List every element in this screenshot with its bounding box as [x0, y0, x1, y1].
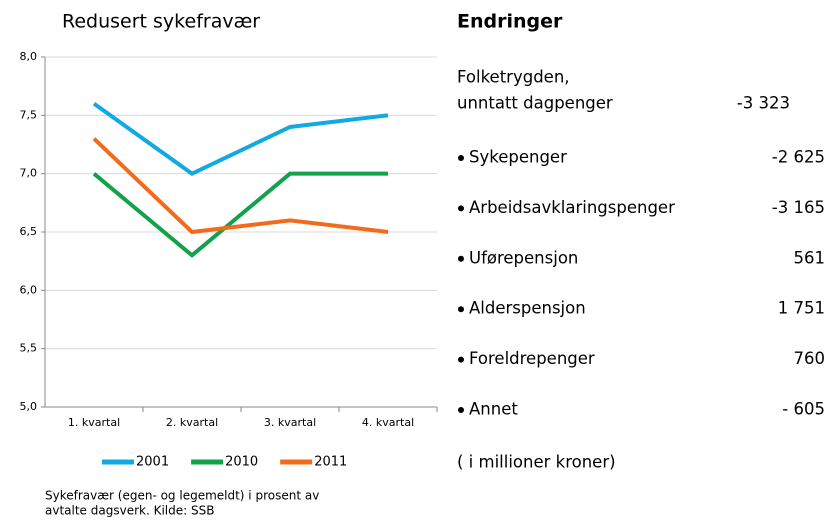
caption: avtalte dagsverk. Kilde: SSB	[45, 504, 214, 518]
item-label: Alderspensjon	[469, 299, 586, 318]
y-tick-label: 5,5	[20, 342, 38, 355]
total-label: unntatt dagpenger	[457, 94, 613, 113]
total-label: Folketrygden,	[457, 68, 570, 87]
item-value: - 605	[782, 400, 825, 419]
x-tick-label: 2. kvartal	[166, 416, 218, 429]
note: ( i millioner kroner)	[457, 453, 616, 472]
series-line	[92, 171, 388, 258]
y-tick-label: 6,0	[20, 283, 38, 296]
item-label: Sykepenger	[469, 148, 567, 167]
y-tick-label: 7,5	[20, 108, 38, 121]
item-label: Uførepensjon	[469, 248, 578, 267]
legend-label: 2010	[225, 455, 258, 470]
caption: Sykefravær (egen- og legemeldt) i prosen…	[45, 489, 319, 503]
item-value: 561	[794, 248, 826, 267]
item-label: Foreldrepenger	[469, 349, 595, 368]
x-tick-label: 1. kvartal	[68, 416, 120, 429]
bullet	[458, 205, 464, 212]
legend-label: 2001	[136, 455, 169, 470]
chart-title: Redusert sykefravær	[62, 11, 260, 33]
x-tick-label: 3. kvartal	[264, 416, 316, 429]
x-tick-label: 4. kvartal	[362, 416, 414, 429]
item-label: Annet	[469, 400, 518, 419]
series-line	[92, 137, 389, 235]
series-line	[92, 102, 389, 176]
bullet	[458, 155, 464, 161]
y-tick-label: 7,0	[20, 167, 38, 180]
bullet	[458, 356, 464, 363]
item-value: -2 625	[772, 148, 825, 167]
item-value: -3 165	[772, 198, 825, 217]
item-value: 1 751	[778, 299, 825, 318]
item-value: 760	[794, 349, 826, 368]
bullet	[458, 306, 464, 313]
item-label: Arbeidsavklaringspenger	[469, 198, 675, 217]
y-tick-label: 8,0	[20, 50, 38, 63]
bullet	[458, 255, 464, 262]
bullet	[458, 407, 464, 413]
total-value: -3 323	[737, 94, 790, 113]
legend-label: 2011	[314, 455, 347, 470]
y-tick-label: 6,5	[20, 225, 38, 238]
y-tick-label: 5,0	[20, 400, 38, 413]
changes-title: Endringer	[457, 11, 563, 33]
